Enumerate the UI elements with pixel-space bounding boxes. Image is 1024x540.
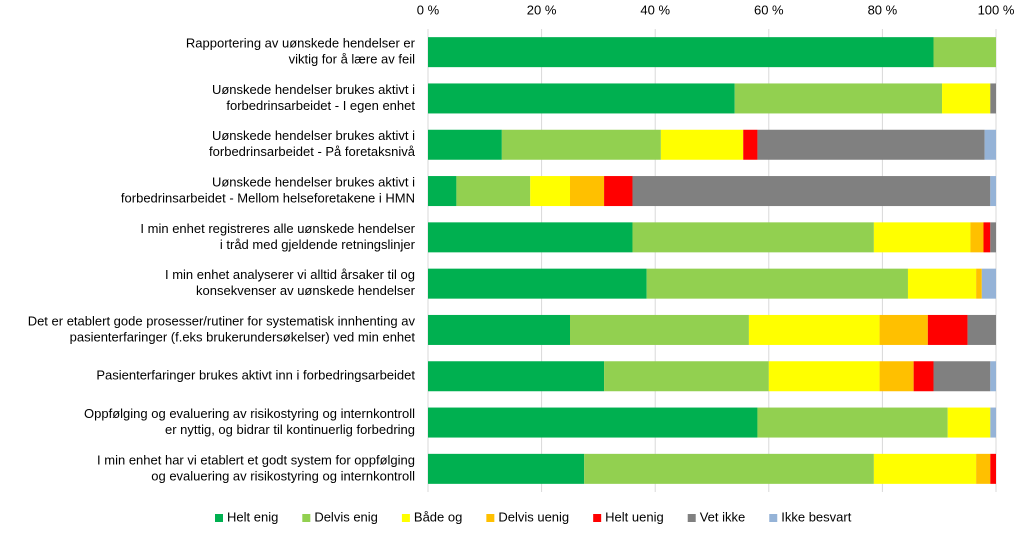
category-label: forbedrinsarbeidet - I egen enhet: [226, 98, 415, 113]
category-label: Pasienterfaringer brukes aktivt inn i fo…: [96, 368, 415, 383]
category-label: forbedrinsarbeidet - På foretaksnivå: [209, 144, 416, 159]
bar-segment: [990, 222, 996, 253]
category-label: er nyttig, og bidrar til kontinuerlig fo…: [165, 422, 415, 437]
bar-segment: [990, 83, 996, 114]
category-label: I min enhet har vi etablert et godt syst…: [97, 452, 415, 467]
category-label: Uønskede hendelser brukes aktivt i: [212, 128, 415, 143]
legend-swatch: [486, 514, 495, 522]
bar-segment: [984, 129, 996, 160]
legend-swatch: [215, 514, 223, 522]
category-label: I min enhet registreres alle uønskede he…: [140, 221, 415, 236]
bar-segment: [757, 129, 985, 160]
bar-segment: [907, 268, 977, 299]
bar-segment: [734, 83, 943, 114]
bar-segment: [501, 129, 661, 160]
x-tick-label: 100 %: [978, 2, 1015, 17]
bar-segment: [530, 176, 570, 207]
bar-segment: [757, 407, 948, 438]
category-label: Oppfølging og evaluering av risikostyrin…: [84, 406, 415, 421]
legend-label: Vet ikke: [700, 509, 746, 524]
bar-segment: [990, 453, 996, 484]
bar-segment: [981, 268, 996, 299]
bar-segment: [873, 453, 977, 484]
category-label: I min enhet analyserer vi alltid årsaker…: [165, 267, 415, 282]
bar-segment: [967, 314, 996, 345]
legend-label: Delvis uenig: [498, 509, 569, 524]
bar-segment: [743, 129, 758, 160]
bar-segment: [428, 83, 735, 114]
bar-segment: [456, 176, 531, 207]
category-label: i tråd med gjeldende retningslinjer: [220, 237, 416, 252]
bar-segment: [584, 453, 874, 484]
bar-segment: [768, 361, 880, 392]
bar-segment: [933, 361, 991, 392]
category-label: konsekvenser av uønskede hendelser: [196, 283, 416, 298]
bar-segment: [604, 176, 633, 207]
category-label: Uønskede hendelser brukes aktivt i: [212, 82, 415, 97]
bar-segment: [748, 314, 880, 345]
bar-segment: [990, 361, 996, 392]
category-label: Rapportering av uønskede hendelser er: [186, 36, 416, 51]
x-tick-label: 20 %: [527, 2, 557, 17]
category-label: Det er etablert gode prosesser/rutiner f…: [28, 313, 416, 328]
category-label: Uønskede hendelser brukes aktivt i: [212, 174, 415, 189]
legend-label: Delvis enig: [314, 509, 378, 524]
bar-segment: [604, 361, 769, 392]
bar-segment: [570, 176, 605, 207]
bar-segment: [873, 222, 971, 253]
bar-segment: [990, 176, 996, 207]
bar-segment: [976, 453, 991, 484]
bar-segment: [879, 314, 928, 345]
legend-swatch: [687, 514, 696, 522]
bar-segment: [990, 407, 996, 438]
bar-segment: [970, 222, 984, 253]
bar-segment: [660, 129, 744, 160]
legend-label: Både og: [414, 509, 462, 524]
bar-segment: [428, 314, 570, 345]
bar-segment: [942, 83, 991, 114]
category-label: forbedrinsarbeidet - Mellom helseforetak…: [121, 190, 415, 205]
legend-swatch: [769, 514, 778, 522]
legend-label: Helt uenig: [605, 509, 664, 524]
bar-segment: [428, 407, 758, 438]
legend-label: Helt enig: [227, 509, 278, 524]
bar-segment: [927, 314, 968, 345]
legend-swatch: [401, 514, 410, 522]
bar-segment: [976, 268, 982, 299]
bar-segment: [428, 129, 502, 160]
bar-segment: [570, 314, 749, 345]
category-label: pasienterfaringer (f.eks brukerundersøke…: [70, 329, 416, 344]
bar-segment: [646, 268, 908, 299]
bar-segment: [947, 407, 991, 438]
bar-segment: [428, 37, 934, 68]
legend-swatch: [302, 514, 311, 522]
legend-label: Ikke besvart: [781, 509, 851, 524]
category-label: og evaluering av risikostyring og intern…: [151, 468, 415, 483]
x-tick-label: 80 %: [868, 2, 898, 17]
bar-segment: [428, 222, 633, 253]
bar-segment: [879, 361, 914, 392]
bar-segment: [632, 176, 991, 207]
bar-segment: [933, 37, 996, 68]
legend-swatch: [593, 514, 602, 522]
x-tick-label: 40 %: [640, 2, 670, 17]
bar-segment: [983, 222, 991, 253]
bar-segment: [913, 361, 934, 392]
bar-segment: [428, 176, 457, 207]
x-tick-label: 0 %: [417, 2, 440, 17]
x-tick-label: 60 %: [754, 2, 784, 17]
bar-segment: [428, 453, 585, 484]
category-label: viktig for å lære av feil: [289, 52, 416, 67]
bar-segment: [428, 268, 647, 299]
bar-segment: [632, 222, 874, 253]
bar-segment: [428, 361, 605, 392]
